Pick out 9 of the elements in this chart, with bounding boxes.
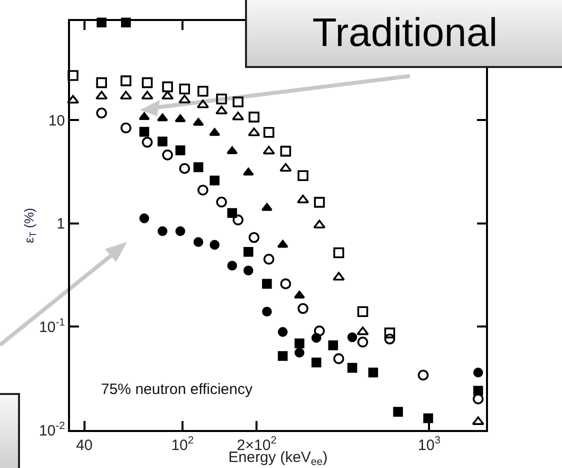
x-tick-label: 10$^{2}$ xyxy=(171,434,194,454)
x-tick-label: 10$^{3}$ xyxy=(418,434,441,454)
x-tick-label: 40 xyxy=(76,437,93,454)
callout-box: Traditional xyxy=(245,0,562,68)
y-tick-label: 10 xyxy=(48,112,65,130)
y-tick-label: 10$^{-2}$ xyxy=(38,420,66,440)
y-tick-label: 10$^{-1}$ xyxy=(38,316,66,336)
y-tick-label: 1 xyxy=(56,216,65,233)
annotation: 75% neutron efficiency xyxy=(101,381,253,398)
